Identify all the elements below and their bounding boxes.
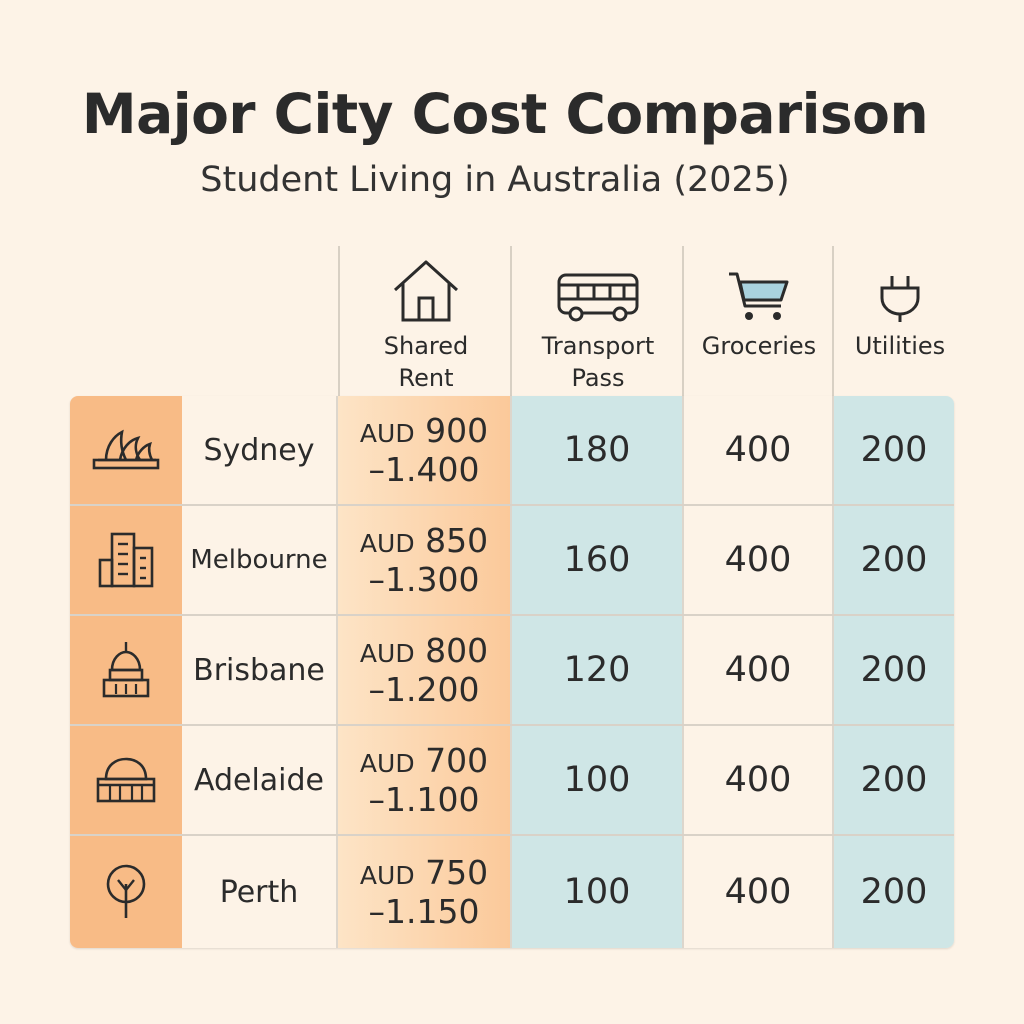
groceries-cell: 400	[684, 726, 834, 834]
groceries-cell: 400	[684, 836, 834, 948]
header-transport-pass: Transport Pass	[510, 246, 684, 396]
plug-icon	[834, 246, 966, 324]
page-title: Major City Cost Comparison	[81, 82, 929, 146]
rent-low: AUD 850	[359, 520, 489, 562]
page-subtitle: Student Living in Australia (2025)	[200, 160, 790, 200]
table-row-adelaide: Adelaide AUD 700 –1.100 100 400 200	[70, 726, 954, 836]
rent-low-value: 800	[425, 630, 489, 670]
rent-high: –1.150	[368, 891, 480, 931]
city-name: Sydney	[182, 396, 338, 504]
transport-cell: 100	[512, 836, 684, 948]
rent-low: AUD 700	[359, 740, 489, 782]
rent-high: –1.200	[368, 669, 480, 709]
cost-table: Sydney AUD 900 –1.400 180 400 200 Melbou…	[70, 396, 954, 948]
rent-high: –1.400	[368, 449, 480, 489]
rent-low: AUD 900	[359, 410, 489, 452]
house-icon	[340, 246, 512, 324]
rent-currency: AUD	[359, 860, 415, 890]
table-row-melbourne: Melbourne AUD 850 –1.300 160 400 200	[70, 506, 954, 616]
table-row-brisbane: Brisbane AUD 800 –1.200 120 400 200	[70, 616, 954, 726]
opera-house-icon	[70, 396, 182, 504]
rent-low-value: 750	[425, 852, 489, 892]
tree-icon	[70, 836, 182, 948]
shared-rent-cell: AUD 750 –1.150	[338, 836, 512, 948]
transport-cell: 120	[512, 616, 684, 724]
header-label: Transport Pass	[541, 332, 655, 392]
utilities-cell: 200	[834, 396, 954, 504]
rent-low: AUD 750	[359, 852, 489, 894]
rent-low-value: 850	[425, 520, 489, 560]
shared-rent-cell: AUD 800 –1.200	[338, 616, 512, 724]
groceries-cell: 400	[684, 396, 834, 504]
city-name: Adelaide	[182, 726, 338, 834]
shared-rent-cell: AUD 900 –1.400	[338, 396, 512, 504]
rent-high: –1.100	[368, 779, 480, 819]
rent-low: AUD 800	[359, 630, 489, 672]
header-utilities: Utilities	[832, 246, 966, 396]
bus-icon	[512, 246, 684, 324]
utilities-cell: 200	[834, 726, 954, 834]
dome-building-icon	[70, 726, 182, 834]
shared-rent-cell: AUD 850 –1.300	[338, 506, 512, 614]
utilities-cell: 200	[834, 616, 954, 724]
groceries-cell: 400	[684, 506, 834, 614]
utilities-cell: 200	[834, 506, 954, 614]
rent-low-value: 700	[425, 740, 489, 780]
transport-cell: 180	[512, 396, 684, 504]
city-name: Perth	[182, 836, 338, 948]
rent-high: –1.300	[368, 559, 480, 599]
header-shared-rent: Shared Rent	[338, 246, 512, 396]
utilities-cell: 200	[834, 836, 954, 948]
rent-currency: AUD	[359, 528, 415, 558]
city-name: Melbourne	[182, 506, 338, 614]
transport-cell: 160	[512, 506, 684, 614]
rent-low-value: 900	[425, 410, 489, 450]
rent-currency: AUD	[359, 748, 415, 778]
header-groceries: Groceries	[682, 246, 834, 396]
shared-rent-cell: AUD 700 –1.100	[338, 726, 512, 834]
groceries-cell: 400	[684, 616, 834, 724]
rent-currency: AUD	[359, 638, 415, 668]
table-row-perth: Perth AUD 750 –1.150 100 400 200	[70, 836, 954, 948]
rent-currency: AUD	[359, 418, 415, 448]
capitol-dome-icon	[70, 616, 182, 724]
city-name: Brisbane	[182, 616, 338, 724]
header-label: Shared Rent	[383, 332, 469, 392]
header-label: Groceries	[701, 332, 817, 360]
transport-cell: 100	[512, 726, 684, 834]
shopping-cart-icon	[684, 246, 834, 324]
table-row-sydney: Sydney AUD 900 –1.400 180 400 200	[70, 396, 954, 506]
buildings-icon	[70, 506, 182, 614]
header-label: Utilities	[854, 332, 946, 360]
